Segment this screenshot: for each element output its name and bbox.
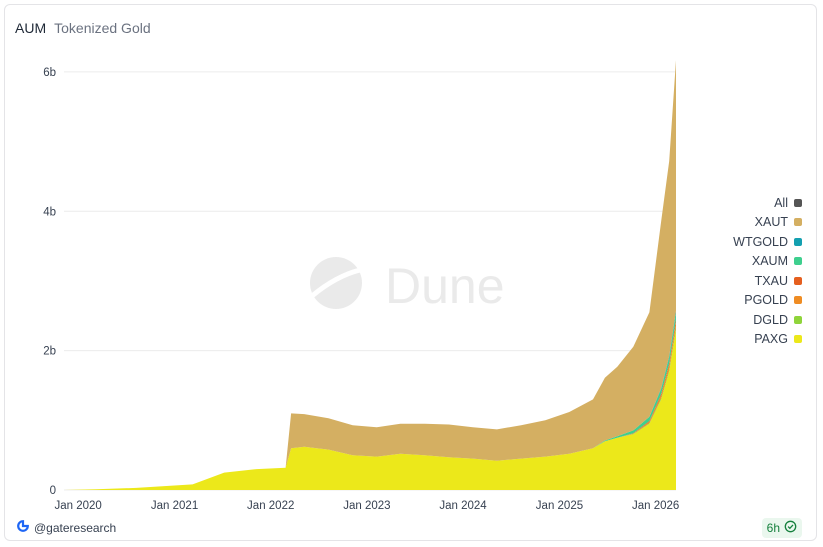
check-circle-icon — [784, 520, 797, 536]
x-tick-label: Jan 2020 — [54, 500, 101, 512]
chart-header: AUM Tokenized Gold — [15, 20, 151, 36]
legend-swatch — [794, 257, 802, 266]
legend-item-dgld[interactable]: DGLD — [733, 310, 802, 330]
legend-label: TXAU — [754, 273, 788, 288]
x-tick-label: Jan 2025 — [536, 500, 583, 512]
dune-logo-icon — [17, 520, 29, 535]
legend-item-xaut[interactable]: XAUT — [733, 213, 802, 233]
legend-swatch — [794, 335, 802, 344]
chart-title: AUM — [15, 20, 47, 36]
x-tick-label: Jan 2023 — [343, 500, 390, 512]
legend-label: PAXG — [754, 332, 788, 347]
legend-item-xaum[interactable]: XAUM — [733, 252, 802, 272]
y-tick-label: 4b — [43, 206, 56, 218]
legend-item-pgold[interactable]: PGOLD — [733, 291, 802, 311]
legend-item-txau[interactable]: TXAU — [733, 271, 802, 291]
author-handle: @gateresearch — [34, 520, 117, 535]
refresh-badge[interactable]: 6h — [761, 518, 802, 538]
legend-swatch — [794, 276, 802, 285]
x-tick-label: Jan 2021 — [151, 500, 198, 512]
area-paxg — [64, 329, 676, 490]
legend-swatch — [794, 237, 802, 246]
chart-subtitle: Tokenized Gold — [54, 20, 151, 36]
watermark-text: Dune — [385, 258, 505, 314]
refresh-interval: 6h — [766, 521, 780, 535]
x-tick-label: Jan 2024 — [439, 500, 487, 512]
x-tick-label: Jan 2026 — [632, 500, 679, 512]
legend-swatch — [794, 218, 802, 227]
legend-label: XAUT — [754, 215, 788, 230]
legend-item-wtgold[interactable]: WTGOLD — [733, 232, 802, 252]
chart-legend: All XAUT WTGOLD XAUM TXAU PGOLD DGLD PAXG — [733, 193, 802, 349]
legend-swatch — [794, 315, 802, 324]
legend-item-all[interactable]: All — [733, 193, 802, 213]
legend-label: DGLD — [753, 312, 788, 327]
y-tick-label: 2b — [43, 346, 56, 358]
legend-item-paxg[interactable]: PAXG — [733, 330, 802, 350]
author-credit[interactable]: @gateresearch — [17, 520, 116, 535]
legend-label: PGOLD — [744, 293, 788, 308]
x-tick-label: Jan 2022 — [247, 500, 294, 512]
legend-label: WTGOLD — [733, 234, 788, 249]
area-xaut — [64, 60, 676, 490]
legend-label: All — [774, 195, 788, 210]
legend-swatch — [794, 296, 802, 305]
legend-label: XAUM — [751, 254, 788, 269]
dune-watermark: Dune — [310, 257, 505, 314]
y-tick-label: 6b — [43, 67, 56, 79]
legend-swatch — [794, 198, 802, 207]
y-tick-label: 0 — [50, 485, 56, 497]
